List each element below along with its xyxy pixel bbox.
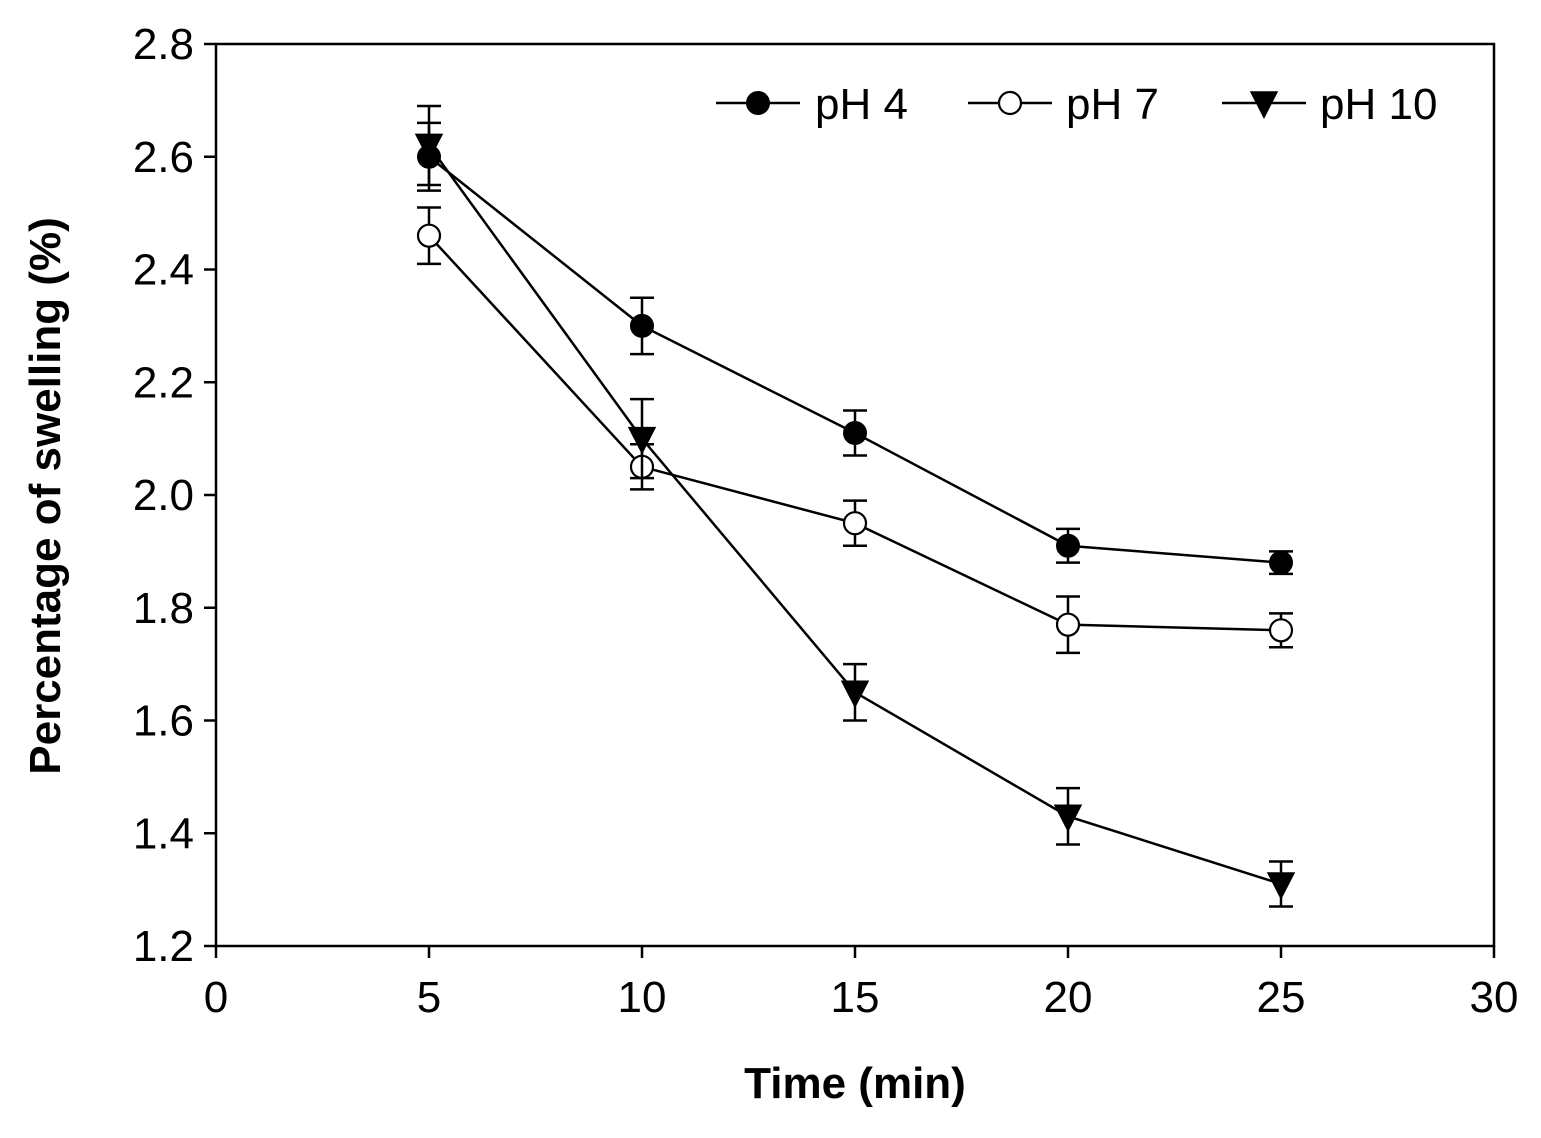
legend-marker	[1249, 91, 1279, 119]
x-tick-label: 25	[1257, 973, 1306, 1022]
legend-item: pH 7	[968, 80, 1159, 129]
y-tick-label: 2.2	[133, 358, 194, 407]
y-tick-label: 1.2	[133, 922, 194, 971]
legend-item: pH 10	[1222, 80, 1437, 129]
legend-item: pH 4	[716, 80, 908, 129]
legend-marker	[997, 90, 1023, 116]
x-tick-label: 0	[204, 973, 228, 1022]
x-tick-label: 20	[1044, 973, 1093, 1022]
y-tick-label: 2.6	[133, 133, 194, 182]
series-ph-4	[417, 121, 1293, 576]
data-point	[627, 426, 657, 455]
data-point	[1269, 550, 1293, 575]
y-tick-label: 1.8	[133, 584, 194, 633]
x-axis-title: Time (min)	[744, 1059, 966, 1108]
series-ph-10	[414, 104, 1296, 908]
data-point	[414, 133, 444, 162]
data-point	[843, 420, 867, 445]
data-point	[1053, 804, 1083, 833]
x-tick-label: 5	[417, 973, 441, 1022]
data-point	[842, 511, 868, 536]
y-tick-label: 2.8	[133, 20, 194, 69]
y-tick-label: 2.0	[133, 471, 194, 520]
y-tick-label: 1.6	[133, 697, 194, 746]
y-tick-label: 1.4	[133, 809, 194, 858]
data-point	[1056, 533, 1080, 558]
x-tick-label: 30	[1470, 973, 1519, 1022]
legend: pH 4 pH 7 pH 10	[716, 80, 1437, 129]
legend-label: pH 7	[1066, 80, 1159, 129]
data-point	[1268, 618, 1294, 643]
legend-label: pH 10	[1320, 80, 1437, 129]
series-layer	[414, 104, 1296, 908]
data-point	[1055, 612, 1081, 637]
series-ph-7	[416, 206, 1294, 655]
data-point	[1266, 872, 1296, 900]
legend-marker	[746, 91, 770, 115]
y-axis-title: Percentage of swelling (%)	[21, 217, 70, 774]
y-tick-label: 2.4	[133, 246, 194, 295]
axis-ticks: 0 5 10 15 20 25 30 1.2 1.4 1.6 1.8 2.0 2.2 2.4 2.6 2.8	[133, 20, 1519, 1022]
data-point	[416, 223, 442, 248]
x-tick-label: 15	[831, 973, 880, 1022]
legend-label: pH 4	[815, 80, 908, 129]
x-tick-label: 10	[618, 973, 667, 1022]
data-point	[840, 680, 870, 709]
data-point	[630, 313, 654, 338]
